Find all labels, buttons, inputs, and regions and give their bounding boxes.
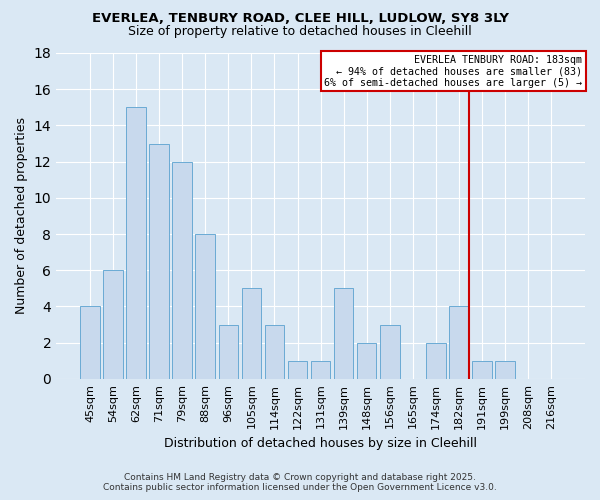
Bar <box>426 342 446 379</box>
Bar <box>288 360 307 379</box>
Bar <box>357 342 376 379</box>
Bar <box>311 360 331 379</box>
Text: Size of property relative to detached houses in Cleehill: Size of property relative to detached ho… <box>128 25 472 38</box>
Bar <box>196 234 215 379</box>
Bar <box>242 288 261 379</box>
Bar <box>80 306 100 379</box>
Bar <box>103 270 123 379</box>
Bar <box>218 324 238 379</box>
Bar <box>172 162 192 379</box>
Bar <box>449 306 469 379</box>
Text: Contains HM Land Registry data © Crown copyright and database right 2025.
Contai: Contains HM Land Registry data © Crown c… <box>103 473 497 492</box>
Bar <box>495 360 515 379</box>
Bar <box>380 324 400 379</box>
Bar <box>127 108 146 379</box>
Bar <box>265 324 284 379</box>
Text: EVERLEA TENBURY ROAD: 183sqm
← 94% of detached houses are smaller (83)
6% of sem: EVERLEA TENBURY ROAD: 183sqm ← 94% of de… <box>325 54 583 88</box>
Bar <box>472 360 492 379</box>
Bar <box>149 144 169 379</box>
Text: EVERLEA, TENBURY ROAD, CLEE HILL, LUDLOW, SY8 3LY: EVERLEA, TENBURY ROAD, CLEE HILL, LUDLOW… <box>91 12 509 26</box>
X-axis label: Distribution of detached houses by size in Cleehill: Distribution of detached houses by size … <box>164 437 477 450</box>
Bar <box>334 288 353 379</box>
Y-axis label: Number of detached properties: Number of detached properties <box>15 118 28 314</box>
